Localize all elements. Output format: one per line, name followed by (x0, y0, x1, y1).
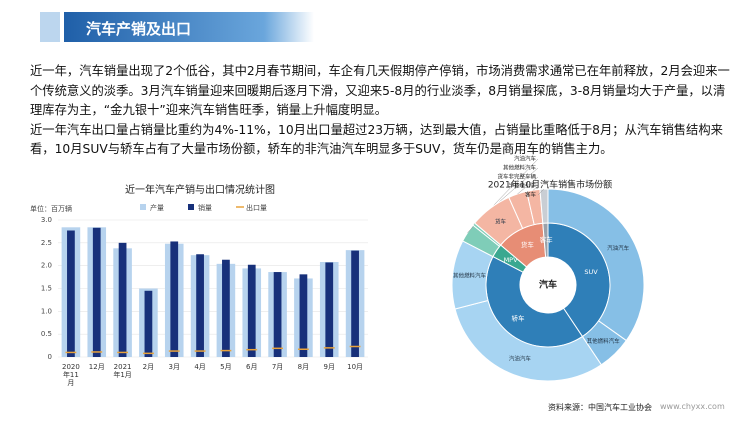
segment-label: 汽油汽车 (509, 354, 532, 362)
segment-label: 货车非完整车辆 (497, 173, 536, 181)
x-tick-label: 2020年11月 (61, 363, 80, 387)
center (520, 257, 576, 313)
bar (299, 274, 308, 357)
bar (196, 254, 204, 357)
leader (533, 185, 539, 191)
x-tick-label: 8月 (297, 363, 310, 371)
bar (67, 230, 75, 357)
segment-label: 轿车 (512, 314, 526, 323)
x-tick-label: 5月 (220, 363, 232, 371)
center-label: 汽车 (539, 279, 557, 291)
chart-title: 2021年10月汽车销售市场份额 (488, 179, 612, 191)
y-tick-label: 2.0 (41, 262, 52, 270)
x-tick-label: 2021年1月 (113, 363, 132, 379)
legend-swatch (140, 204, 146, 210)
segment-label: 汽油汽车 (514, 155, 537, 163)
segment-label: 客车 (525, 191, 537, 199)
bar (351, 250, 359, 357)
y-tick-label: 1.0 (41, 307, 52, 315)
legend-label: 产量 (150, 203, 164, 212)
x-tick-label: 6月 (246, 363, 258, 371)
bar (273, 272, 282, 357)
header-bar: 汽车产销及出口 (64, 12, 314, 42)
x-tick-label: 2月 (142, 363, 155, 371)
segment (547, 188, 645, 342)
legend-swatch (188, 204, 194, 210)
segment-label: 其他燃料汽车 (503, 164, 537, 172)
x-tick-label: 3月 (168, 363, 180, 371)
segment-label: 其他燃料汽车 (453, 272, 487, 280)
paragraph: 近一年，汽车销量出现了2个低谷，其中2月春节期间，车企有几天假期停产停销，市场消… (30, 64, 730, 117)
bar (118, 242, 127, 357)
leader (537, 188, 545, 196)
segment-label: MPV (504, 256, 519, 264)
x-tick-label: 10月 (347, 363, 364, 371)
text-block: 近一年，汽车销量出现了2个低谷，其中2月春节期间，车企有几天假期停产停销，市场消… (30, 62, 730, 160)
y-tick-label: 2.5 (41, 239, 52, 247)
y-tick-label: 3.0 (41, 216, 52, 224)
x-tick-label: 12月 (88, 363, 105, 371)
bar (92, 227, 101, 357)
x-tick-label: 7月 (271, 363, 284, 371)
header-title: 汽车产销及出口 (86, 20, 192, 38)
bar (222, 259, 230, 357)
segment-label: 货车 (495, 217, 507, 225)
segment (539, 188, 549, 224)
segment-label: 客车 (540, 235, 554, 244)
segment-label: SUV (584, 268, 598, 276)
segment-label: 汽油汽车 (607, 244, 630, 252)
paragraph: 近一年汽车出口量占销量比重约为4%-11%，10月出口量超过23万辆，达到最大值… (30, 122, 723, 157)
bar (247, 264, 256, 357)
y-tick-label: 1.5 (41, 285, 52, 293)
segment-label: 半挂牵引车 (508, 182, 536, 190)
chart-title: 近一年汽车产销与出口情况统计图 (125, 183, 275, 196)
y-tick-label: 0 (48, 353, 52, 361)
bar (170, 241, 179, 357)
y-tick-label: 0.5 (41, 330, 52, 338)
x-tick-label: 4月 (194, 363, 206, 371)
bar (144, 290, 153, 357)
segment-label: 货车 (521, 240, 535, 249)
unit-label: 单位：百万辆 (30, 204, 72, 213)
header-accent (40, 12, 60, 42)
bar (325, 262, 334, 357)
website: www.chyxx.com (660, 402, 725, 411)
leader (517, 176, 539, 195)
legend-label: 销量 (198, 203, 212, 212)
source: 资料来源：中国汽车工业协会 (548, 403, 652, 412)
legend-label: 出口量 (246, 203, 267, 212)
x-tick-label: 9月 (323, 363, 335, 371)
segment-label: 其他燃料汽车 (587, 337, 621, 345)
